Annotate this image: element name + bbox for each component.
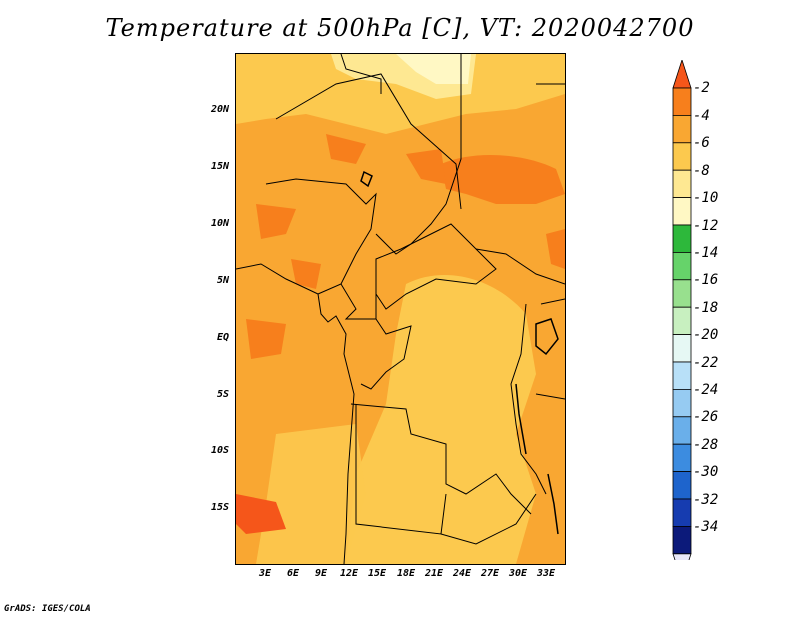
colorbar-cell (672, 115, 692, 144)
lon-label-27e: 27E (480, 568, 500, 579)
colorbar-label-m14: -14 (693, 245, 719, 261)
colorbar-label-m32: -32 (693, 492, 719, 508)
colorbar-bottom-arrow (672, 553, 692, 560)
colorbar-label-m12: -12 (693, 218, 719, 234)
colorbar-cell (672, 197, 692, 226)
colorbar-cell (672, 142, 692, 171)
colorbar-cell (672, 471, 692, 500)
colorbar-label-m34: -34 (693, 519, 719, 535)
shade-warm-cameroon (291, 259, 321, 289)
borders (236, 54, 565, 564)
colorbar-top-arrow (672, 60, 692, 89)
colorbar-cell (672, 306, 692, 335)
shade-warm-gulf (246, 319, 286, 359)
colorbar-label-m4: -4 (693, 108, 710, 124)
lake-victoria (535, 318, 559, 356)
lat-label-eq: EQ (216, 332, 229, 343)
lat-label-20n: 20N (210, 104, 229, 115)
lon-label-24e: 24E (452, 568, 472, 579)
border-cameroon (340, 283, 377, 320)
border-zambia (440, 493, 537, 545)
border-drc-south (350, 403, 532, 515)
colorbar-label-m18: -18 (693, 300, 719, 316)
coastline (236, 263, 355, 564)
colorbar-cell (672, 87, 692, 116)
lon-label-15e: 15E (367, 568, 387, 579)
border-nigeria (265, 178, 377, 295)
lon-label-3e: 3E (258, 568, 272, 579)
shade-north-light (236, 54, 565, 134)
border-libya-niger (340, 54, 382, 94)
border-car (375, 223, 497, 310)
colorbar-cell (672, 279, 692, 308)
colorbar-cells (672, 60, 692, 560)
shade-warm-sw (236, 494, 286, 534)
shade-south-light (256, 424, 366, 564)
colorbar-cell (672, 498, 692, 527)
colorbar (672, 60, 692, 560)
colorbar-label-m28: -28 (693, 437, 719, 453)
colorbar-cell (672, 525, 692, 555)
lon-label-21e: 21E (424, 568, 444, 579)
colorbar-cell (672, 388, 692, 418)
colorbar-label-m24: -24 (693, 382, 719, 398)
colorbar-label-m26: -26 (693, 409, 719, 425)
shade-congo-basin (346, 275, 536, 564)
lat-label-5s: 5S (216, 389, 229, 400)
colorbar-label-m30: -30 (693, 464, 719, 480)
colorbar-label-m2: -2 (693, 80, 710, 96)
shade-warm-east (546, 229, 565, 269)
shade-warm-nw (326, 134, 366, 164)
grads-credit: GrADS: IGES/COLA (4, 604, 91, 614)
lon-label-30e: 30E (508, 568, 528, 579)
colorbar-label-m10: -10 (693, 190, 719, 206)
colorbar-cell (672, 361, 692, 390)
shade-sahara-palest (396, 54, 471, 84)
colorbar-label-m16: -16 (693, 272, 719, 288)
lon-label-6e: 6E (286, 568, 300, 579)
shade-warm-chad (406, 149, 446, 184)
border-east-lakes (510, 303, 547, 495)
colorbar-cell (672, 334, 692, 363)
lat-label-15s: 15S (210, 502, 229, 513)
colorbar-cell (672, 416, 692, 445)
lakes (360, 170, 559, 535)
lake-chad (360, 170, 373, 188)
border-east (535, 83, 565, 400)
lat-label-10s: 10S (210, 445, 229, 456)
lon-label-12e: 12E (339, 568, 359, 579)
lon-label-18e: 18E (396, 568, 416, 579)
lat-label-10n: 10N (210, 218, 229, 229)
border-sudan-south (475, 248, 565, 285)
lake-tanganyika (515, 383, 527, 455)
colorbar-cell (672, 251, 692, 281)
border-angola (355, 404, 447, 535)
lon-label-33e: 33E (536, 568, 556, 579)
colorbar-label-m22: -22 (693, 355, 719, 371)
colorbar-label-m20: -20 (693, 327, 719, 343)
temperature-map (235, 53, 566, 565)
colorbar-label-m6: -6 (693, 135, 710, 151)
colorbar-cell (672, 224, 692, 253)
colorbar-cell (672, 169, 692, 198)
shading (236, 54, 565, 564)
lat-label-15n: 15N (210, 161, 229, 172)
colorbar-cell (672, 443, 692, 473)
lat-label-5n: 5N (216, 275, 229, 286)
border-congo-drc (360, 318, 412, 390)
shade-warm-nigeria (256, 204, 296, 239)
chart-title: Temperature at 500hPa [C], VT: 202004270… (105, 14, 695, 42)
lake-malawi (547, 473, 559, 535)
shade-warm-sahel (441, 154, 565, 204)
border-chad-sudan (375, 54, 462, 255)
colorbar-label-m8: -8 (693, 163, 710, 179)
lon-label-9e: 9E (314, 568, 328, 579)
